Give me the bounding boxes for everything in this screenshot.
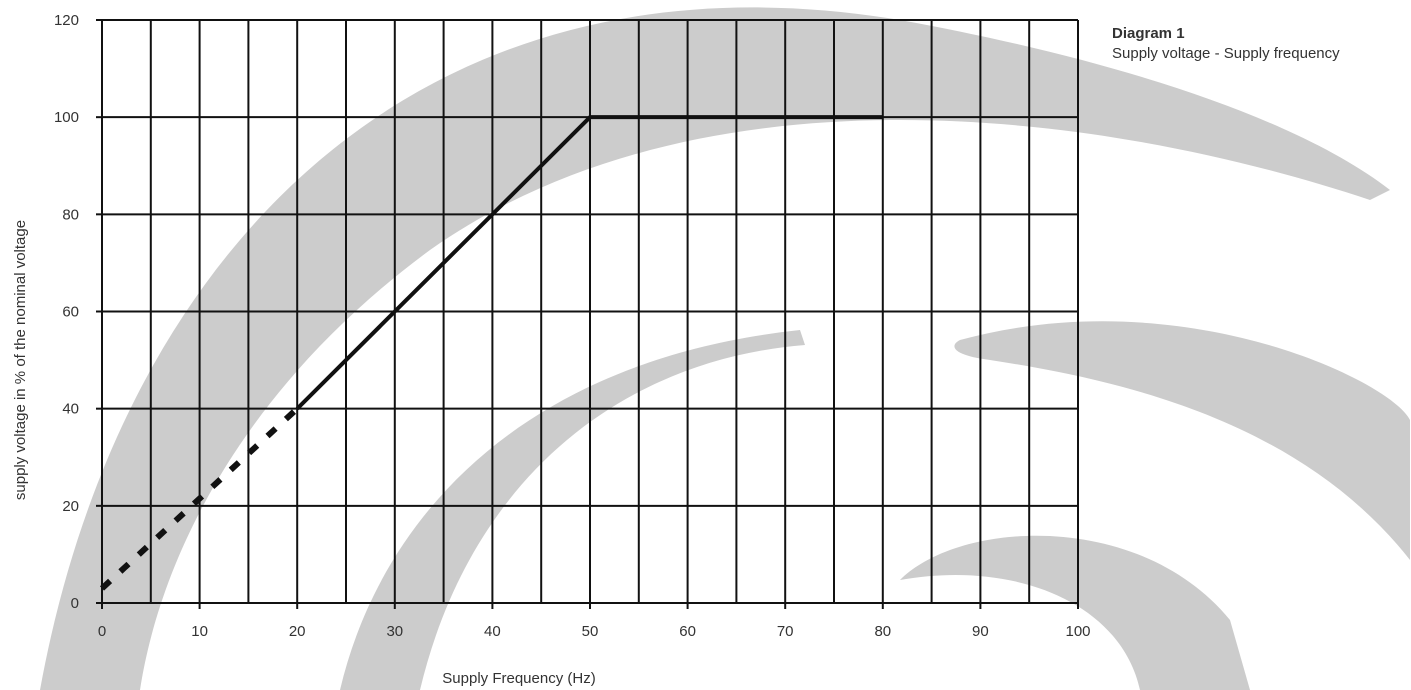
- series-line-1-dotted: [99, 406, 300, 591]
- x-tick-label-100: 100: [1065, 623, 1090, 640]
- x-tick-label-10: 10: [191, 623, 208, 640]
- y-tick-label-60: 60: [62, 304, 79, 321]
- grid: [101, 19, 1079, 604]
- x-tick-label-90: 90: [972, 623, 989, 640]
- y-tick-label-120: 120: [54, 12, 79, 29]
- y-axis-label: supply voltage in % of the nominal volta…: [12, 220, 29, 500]
- y-tick-labels: 0 20 40 60 80 100 120: [54, 12, 79, 612]
- y-tick-label-0: 0: [71, 595, 79, 612]
- y-tick-label-20: 20: [62, 498, 79, 515]
- x-tick-label-20: 20: [289, 623, 306, 640]
- y-tick-label-80: 80: [62, 206, 79, 223]
- axes: [96, 19, 1079, 609]
- x-tick-label-80: 80: [874, 623, 891, 640]
- diagram-title: Diagram 1: [1112, 25, 1185, 42]
- x-tick-labels: 0 10 20 30 40 50 60 70 80 90 100: [98, 623, 1091, 640]
- x-tick-label-40: 40: [484, 623, 501, 640]
- series-line-2-solid: [295, 115, 883, 411]
- x-tick-label-60: 60: [679, 623, 696, 640]
- x-tick-label-50: 50: [582, 623, 599, 640]
- x-tick-label-0: 0: [98, 623, 106, 640]
- x-tick-label-30: 30: [386, 623, 403, 640]
- y-tick-label-40: 40: [62, 401, 79, 418]
- y-tick-label-100: 100: [54, 109, 79, 126]
- watermark-logo: [40, 7, 1410, 690]
- x-tick-label-70: 70: [777, 623, 794, 640]
- x-axis-label: Supply Frequency (Hz): [442, 670, 595, 687]
- series-layer: [99, 115, 883, 591]
- diagram-subtitle: Supply voltage - Supply frequency: [1112, 45, 1340, 62]
